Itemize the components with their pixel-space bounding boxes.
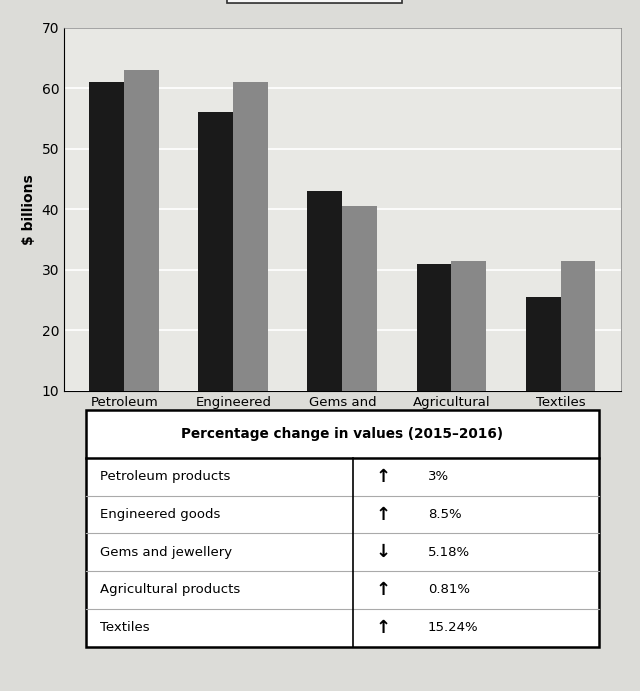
- X-axis label: Product Category: Product Category: [268, 432, 417, 447]
- Text: Agricultural products: Agricultural products: [100, 583, 241, 596]
- Text: ↓: ↓: [376, 543, 391, 561]
- Y-axis label: $ billions: $ billions: [22, 174, 36, 245]
- Bar: [561, 261, 595, 451]
- Text: 5.18%: 5.18%: [428, 546, 470, 559]
- Text: 0.81%: 0.81%: [428, 583, 470, 596]
- Text: 15.24%: 15.24%: [428, 621, 479, 634]
- Bar: [90, 82, 124, 451]
- Bar: [417, 264, 451, 451]
- Bar: [234, 82, 268, 451]
- Text: Gems and jewellery: Gems and jewellery: [100, 546, 232, 559]
- Bar: [198, 113, 234, 451]
- Text: ↑: ↑: [376, 468, 391, 486]
- Text: 3%: 3%: [428, 471, 449, 483]
- Text: Percentage change in values (2015–2016): Percentage change in values (2015–2016): [181, 427, 504, 441]
- FancyBboxPatch shape: [86, 410, 598, 647]
- Bar: [525, 297, 561, 451]
- Bar: [307, 191, 342, 451]
- Bar: [124, 70, 159, 451]
- Text: 8.5%: 8.5%: [428, 508, 461, 521]
- Text: ↑: ↑: [376, 618, 391, 636]
- Bar: [342, 206, 378, 451]
- Legend: 2015, 2016: 2015, 2016: [227, 0, 402, 3]
- Bar: [451, 261, 486, 451]
- Text: ↑: ↑: [376, 506, 391, 524]
- Text: Engineered goods: Engineered goods: [100, 508, 221, 521]
- Text: Petroleum products: Petroleum products: [100, 471, 230, 483]
- Text: Textiles: Textiles: [100, 621, 150, 634]
- Text: ↑: ↑: [376, 581, 391, 599]
